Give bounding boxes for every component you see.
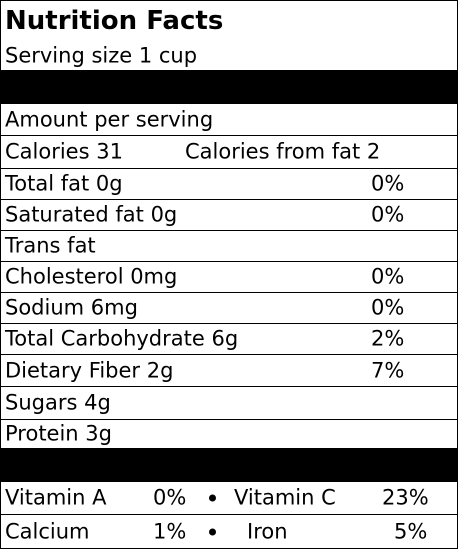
vitamin-value: 23%	[382, 485, 429, 510]
vitamin-value: 0%	[153, 485, 187, 510]
nutrient-row: Saturated fat 0g 0%	[1, 200, 457, 230]
nutrient-label: Protein 3g	[5, 421, 112, 446]
bullet-icon	[209, 494, 216, 502]
nutrient-label: Total fat 0g	[5, 171, 123, 196]
divider	[1, 323, 457, 324]
vitamin-row: Vitamin A 0% Vitamin C 23%	[1, 482, 457, 514]
nutrient-row: Cholesterol 0mg 0%	[1, 262, 457, 292]
nutrient-label: Dietary Fiber 2g	[5, 358, 174, 382]
divider	[1, 199, 457, 200]
title-row: Nutrition Facts	[1, 1, 457, 41]
label-title: Nutrition Facts	[5, 6, 224, 36]
nutrient-daily-value: 0%	[371, 171, 405, 196]
divider	[1, 230, 457, 231]
nutrient-label: Total Carbohydrate 6g	[5, 326, 239, 351]
nutrient-row: Total Carbohydrate 6g 2%	[1, 324, 457, 354]
divider	[1, 292, 457, 293]
nutrient-daily-value: 0%	[371, 295, 405, 320]
divider	[1, 135, 457, 136]
divider	[1, 261, 457, 262]
nutrient-row: Protein 3g	[1, 420, 457, 448]
divider	[1, 168, 457, 169]
nutrient-daily-value: 0%	[371, 202, 405, 227]
serving-size: Serving size 1 cup	[5, 43, 198, 67]
nutrient-label: Saturated fat 0g	[5, 202, 178, 227]
amount-per-serving-row: Amount per serving	[1, 104, 457, 135]
nutrient-label: Sugars 4g	[5, 390, 111, 415]
vitamin-value: 5%	[394, 519, 428, 543]
nutrient-row: Sugars 4g	[1, 387, 457, 419]
calories-value: Calories 31	[5, 139, 123, 164]
vitamin-label: Calcium	[5, 519, 90, 543]
nutrient-label: Trans fat	[5, 233, 96, 258]
nutrient-daily-value: 7%	[371, 358, 405, 382]
divider	[1, 386, 457, 387]
nutrient-label: Cholesterol 0mg	[5, 264, 178, 289]
amount-per-serving-label: Amount per serving	[5, 107, 214, 131]
nutrient-label: Sodium 6mg	[5, 295, 138, 320]
calories-from-fat: Calories from fat 2	[185, 139, 381, 164]
vitamin-label: Iron	[247, 519, 288, 543]
nutrient-daily-value: 2%	[371, 326, 405, 351]
nutrient-row: Sodium 6mg 0%	[1, 293, 457, 323]
thick-divider-bottom	[1, 448, 457, 482]
nutrient-row: Total fat 0g 0%	[1, 169, 457, 199]
nutrient-row: Trans fat	[1, 231, 457, 261]
vitamin-label: Vitamin C	[234, 485, 336, 510]
vitamin-label: Vitamin A	[5, 485, 107, 510]
bullet-icon	[209, 528, 216, 535]
nutrient-daily-value: 0%	[371, 264, 405, 289]
thick-divider-top	[1, 70, 457, 104]
divider	[1, 419, 457, 420]
nutrient-row: Dietary Fiber 2g 7%	[1, 355, 457, 386]
vitamin-value: 1%	[153, 519, 187, 543]
vitamin-row: Calcium 1% Iron 5%	[1, 515, 457, 548]
serving-size-row: Serving size 1 cup	[1, 41, 457, 70]
divider	[1, 514, 457, 515]
calories-row: Calories 31 Calories from fat 2	[1, 136, 457, 168]
divider	[1, 354, 457, 355]
